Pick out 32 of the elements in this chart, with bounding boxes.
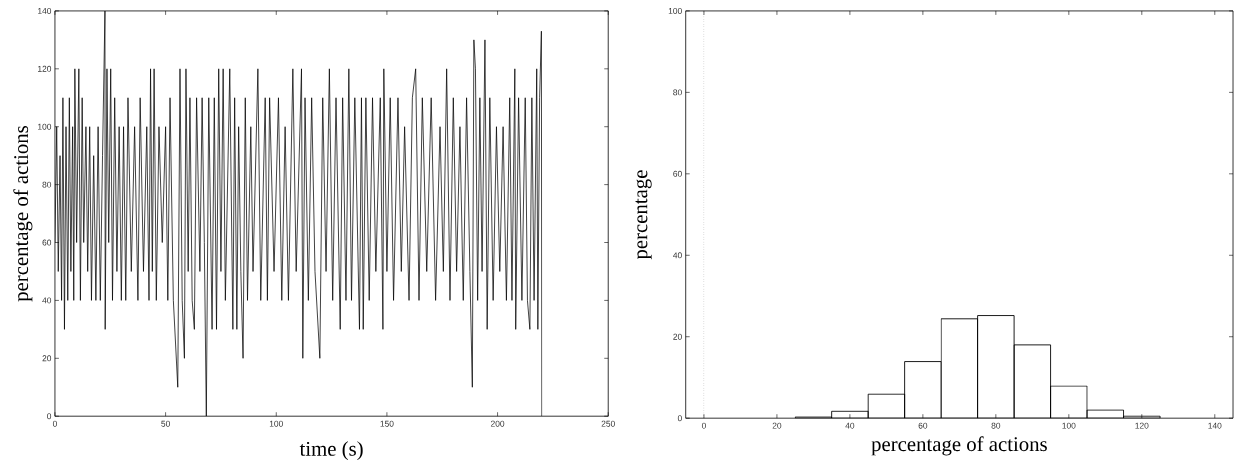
x-tick-label: 20 <box>772 422 782 429</box>
x-axis-title: percentage of actions <box>871 436 1047 456</box>
x-tick-label: 40 <box>845 422 855 429</box>
x-tick-label: 120 <box>1135 422 1149 429</box>
x-tick-label: 100 <box>269 420 283 427</box>
x-tick-label: 0 <box>701 422 706 429</box>
y-tick-label: 100 <box>668 8 682 14</box>
y-tick-label: 0 <box>47 413 52 420</box>
y-tick-label: 20 <box>673 333 682 340</box>
y-tick-label: 100 <box>38 123 52 130</box>
x-axis-title: time (s) <box>299 441 363 461</box>
y-axis-title: percentage <box>635 170 652 260</box>
y-tick-label: 80 <box>42 181 52 188</box>
y-tick-label: 20 <box>42 355 52 362</box>
y-tick-label: 40 <box>42 297 52 304</box>
x-tick-label: 100 <box>1062 422 1076 429</box>
y-tick-label: 0 <box>677 415 682 422</box>
x-tick-label: 250 <box>601 420 615 427</box>
y-axis-title: percentage of actions <box>13 126 33 302</box>
x-tick-label: 150 <box>380 420 394 427</box>
y-tick-label: 140 <box>38 8 52 14</box>
y-tick-label: 60 <box>673 170 682 177</box>
x-tick-label: 200 <box>490 420 505 427</box>
x-tick-label: 60 <box>918 422 928 429</box>
y-tick-label: 120 <box>38 65 52 72</box>
y-tick-label: 40 <box>673 252 682 259</box>
x-tick-label: 50 <box>161 420 170 427</box>
x-tick-label: 140 <box>1208 422 1222 429</box>
y-tick-label: 60 <box>42 239 52 246</box>
y-tick-label: 80 <box>673 89 682 96</box>
x-tick-label: 0 <box>52 420 57 427</box>
x-tick-label: 80 <box>991 422 1001 429</box>
